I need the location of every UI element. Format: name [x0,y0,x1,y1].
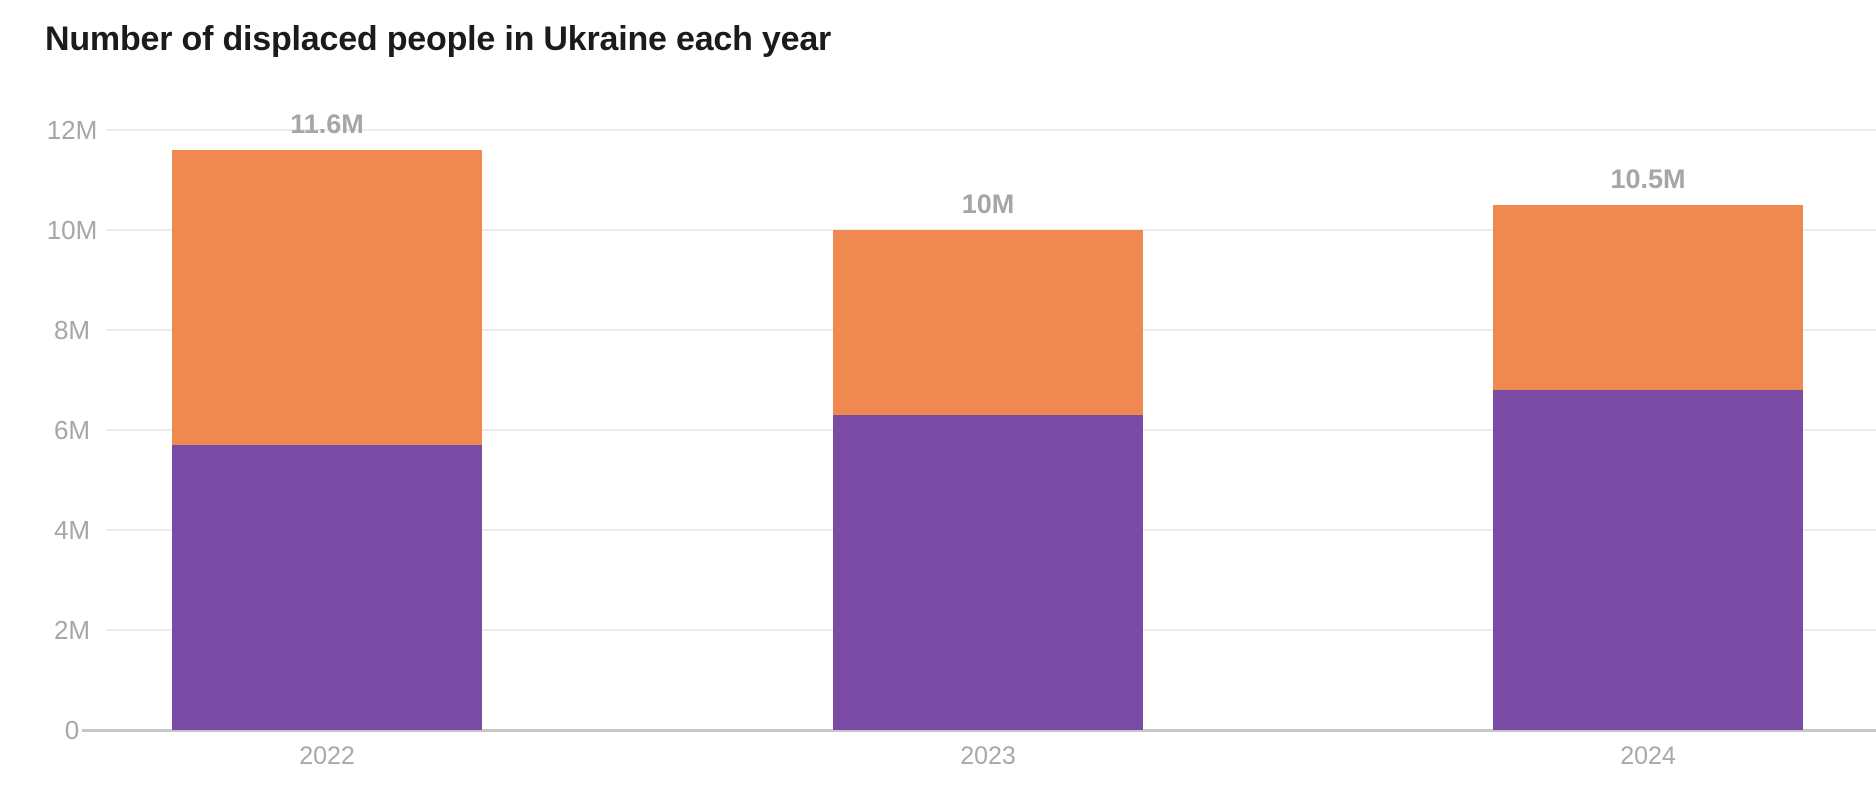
x-tick-label-2024: 2024 [1620,742,1676,770]
gridline-12M [106,129,1876,131]
y-tick-label-4M: 4M [53,515,91,545]
bar-2024-orange-top-segment [1493,205,1803,390]
bar-2024-purple-bottom-segment [1493,390,1803,730]
x-tick-label-2023: 2023 [960,742,1016,770]
chart-title: Number of displaced people in Ukraine ea… [45,20,832,58]
bar-2022-purple-bottom-segment [172,445,482,730]
x-axis-line [82,729,1876,732]
y-tick-label-8M: 8M [53,315,91,345]
bar-total-label-2023: 10M [961,189,1015,219]
bar-2023-purple-bottom-segment [833,415,1143,730]
y-tick-label-2M: 2M [53,615,91,645]
bar-2023-orange-top-segment [833,230,1143,415]
x-tick-label-2022: 2022 [299,742,355,770]
bar-total-label-2024: 10.5M [1610,164,1686,194]
y-tick-label-6M: 6M [53,415,91,445]
y-tick-label-12M: 12M [46,115,98,145]
y-tick-label-10M: 10M [46,215,98,245]
bar-2022-orange-top-segment [172,150,482,445]
y-tick-label-0: 0 [64,715,80,745]
bar-total-label-2022: 11.6M [290,109,364,139]
